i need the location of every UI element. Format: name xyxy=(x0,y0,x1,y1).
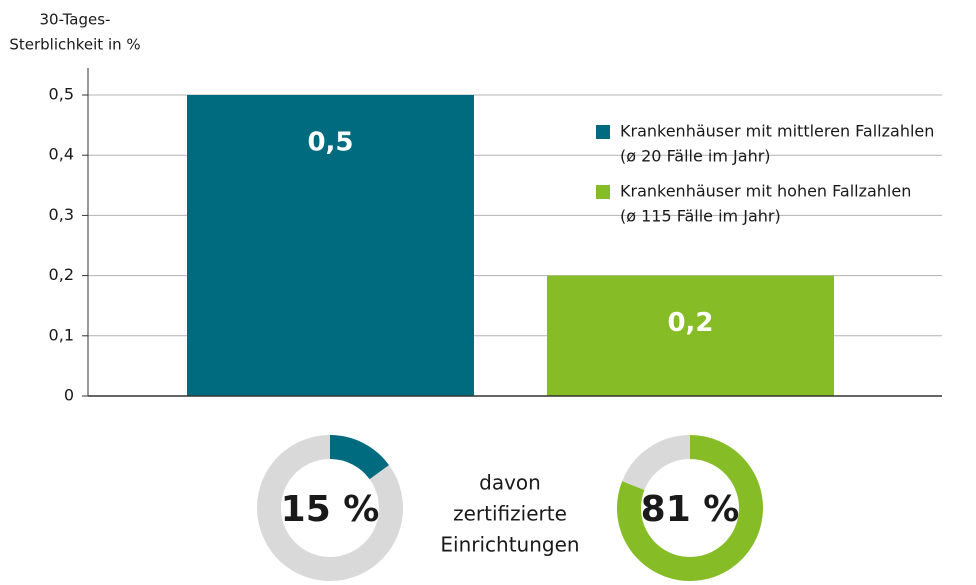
bar xyxy=(547,275,834,396)
legend-label-detail: (ø 20 Fälle im Jahr) xyxy=(620,147,771,166)
legend-swatch xyxy=(596,185,610,199)
bar-value-label: 0,2 xyxy=(667,308,713,338)
donut-center-label: 15 % xyxy=(281,489,380,530)
donut-center-label: 81 % xyxy=(641,489,740,530)
y-tick-label: 0,5 xyxy=(49,85,74,104)
y-tick-label: 0 xyxy=(64,386,74,405)
annotation: zertifizierte xyxy=(453,502,567,526)
legend-label: Krankenhäuser mit hohen Fallzahlen xyxy=(620,182,911,201)
donut-slice xyxy=(617,435,763,581)
legend-label-detail: (ø 115 Fälle im Jahr) xyxy=(620,207,781,226)
y-tick-label: 0,2 xyxy=(49,265,74,284)
legend-label: Krankenhäuser mit mittleren Fallzahlen xyxy=(620,122,934,141)
annotation: davon xyxy=(479,471,541,495)
y-tick-label: 0,3 xyxy=(49,205,74,224)
bar xyxy=(187,95,474,396)
y-tick-label: 0,1 xyxy=(49,325,74,344)
donut-slice xyxy=(329,435,390,480)
annotation: Einrichtungen xyxy=(440,533,579,557)
legend-swatch xyxy=(596,125,610,139)
donut-slice xyxy=(257,435,403,581)
bar-value-label: 0,5 xyxy=(307,128,353,158)
y-axis-label: 30-Tages- xyxy=(40,11,111,29)
donut-slice xyxy=(622,435,691,491)
y-axis-label: Sterblichkeit in % xyxy=(9,36,140,54)
y-tick-label: 0,4 xyxy=(49,145,74,164)
